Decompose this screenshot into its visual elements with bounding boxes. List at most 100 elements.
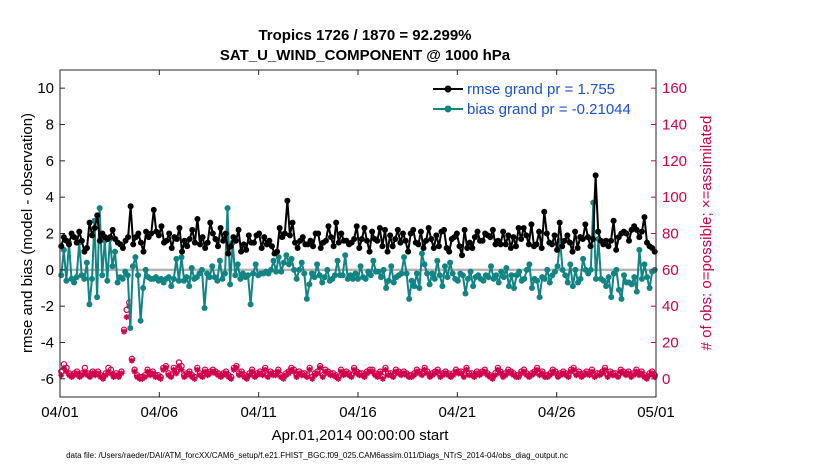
- obs-assimilated-point: [382, 366, 389, 373]
- obs-assimilated-point: [622, 372, 629, 379]
- rmse-point: [397, 239, 404, 246]
- bias-point: [319, 279, 326, 286]
- bias-point: [306, 281, 313, 288]
- bias-point: [577, 275, 584, 282]
- obs-assimilated-point: [222, 370, 229, 377]
- rmse-point: [510, 234, 517, 241]
- bias-point: [273, 268, 280, 275]
- obs-assimilated-point: [149, 370, 156, 377]
- obs-assimilated-point: [379, 375, 386, 382]
- obs-assimilated-point: [178, 366, 185, 373]
- obs-assimilated-point: [202, 368, 209, 375]
- rmse-point: [402, 237, 409, 244]
- bias-point: [485, 274, 492, 281]
- rmse-point: [184, 243, 191, 250]
- rmse-point: [415, 241, 422, 248]
- rmse-point: [299, 234, 306, 241]
- obs-assimilated-point: [199, 374, 206, 381]
- obs-assimilated-point: [121, 328, 128, 335]
- rmse-point: [623, 230, 630, 237]
- bias-point: [232, 272, 239, 279]
- bias-point: [201, 304, 208, 311]
- bias-point: [618, 295, 625, 302]
- bias-point: [303, 295, 310, 302]
- rmse-point: [394, 226, 401, 233]
- bias-point: [436, 272, 443, 279]
- obs-assimilated-point: [562, 372, 569, 379]
- obs-assimilated-point: [110, 374, 117, 381]
- obs-assimilated-point: [63, 368, 70, 375]
- obs-assimilated-point: [468, 372, 475, 379]
- rmse-point: [137, 239, 144, 246]
- rmse-point: [410, 226, 417, 233]
- bias-point: [135, 272, 142, 279]
- rmse-point: [523, 232, 530, 239]
- rmse-point: [232, 237, 239, 244]
- obs-assimilated-point: [557, 372, 564, 379]
- rmse-point: [466, 239, 473, 246]
- obs-assimilated-point: [505, 368, 512, 375]
- obs-assimilated-point: [123, 314, 130, 321]
- bias-point: [426, 281, 433, 288]
- obs-assimilated-point: [118, 370, 125, 377]
- y-axis-left: -6 -4 -2 0 2 4 6 8 10: [37, 80, 65, 388]
- bias-point: [534, 277, 541, 284]
- rmse-point: [268, 243, 275, 250]
- bias-point: [250, 270, 257, 277]
- obs-assimilated-point: [309, 375, 316, 382]
- y-axis-label-right: # of obs: o=possible; ×=assimilated: [698, 116, 715, 351]
- bias-point: [408, 277, 415, 284]
- obs-assimilated-point: [317, 364, 324, 371]
- y-right-tick-label: 20: [662, 335, 679, 352]
- bias-point: [206, 274, 213, 281]
- bias-point: [214, 277, 221, 284]
- obs-assimilated-point: [301, 372, 308, 379]
- rmse-point: [605, 243, 612, 250]
- rmse-point: [626, 237, 633, 244]
- obs-assimilated-point: [392, 368, 399, 375]
- bias-point: [165, 274, 172, 281]
- rmse-point: [150, 206, 157, 213]
- bias-point: [498, 268, 505, 275]
- bias-point: [127, 324, 134, 331]
- bias-point: [331, 272, 338, 279]
- y-right-tick-label: 60: [662, 262, 679, 279]
- obs-assimilated-point: [453, 368, 460, 375]
- rmse-point: [173, 235, 180, 242]
- obs-assimilated-point: [353, 370, 360, 377]
- obs-assimilated-point: [494, 366, 501, 373]
- obs-assimilated-point: [552, 370, 559, 377]
- obs-assimilated-point: [165, 372, 172, 379]
- y-right-tick-label: 40: [662, 298, 679, 315]
- bias-point: [441, 263, 448, 270]
- rmse-point: [379, 243, 386, 250]
- rmse-point: [361, 225, 368, 232]
- obs-assimilated-point: [403, 372, 410, 379]
- bias-point: [129, 263, 136, 270]
- bias-point: [564, 279, 571, 286]
- rmse-point: [130, 241, 137, 248]
- obs-assimilated-point: [518, 370, 525, 377]
- obs-assimilated-point: [568, 368, 575, 375]
- rmse-point: [94, 212, 101, 219]
- bias-point: [523, 266, 530, 273]
- rmse-point: [487, 234, 494, 241]
- obs-assimilated-point: [58, 372, 65, 379]
- x-tick-label: 04/21: [439, 404, 477, 421]
- rmse-point: [528, 221, 535, 228]
- bias-point: [170, 275, 177, 282]
- obs-assimilated-point: [649, 370, 656, 377]
- rmse-point: [168, 245, 175, 252]
- obs-assimilated-point: [272, 372, 279, 379]
- rmse-point: [119, 245, 126, 252]
- bias-point: [500, 274, 507, 281]
- bias-point: [132, 254, 139, 261]
- obs-assimilated-point: [194, 366, 201, 373]
- rmse-series: [58, 172, 658, 259]
- bias-point: [600, 277, 607, 284]
- bias-point: [503, 265, 510, 272]
- rmse-point: [548, 241, 555, 248]
- obs-assimilated-point: [128, 357, 135, 364]
- y-axis-label: rmse and bias (model - observation): [19, 113, 36, 353]
- obs-assimilated-point: [429, 372, 436, 379]
